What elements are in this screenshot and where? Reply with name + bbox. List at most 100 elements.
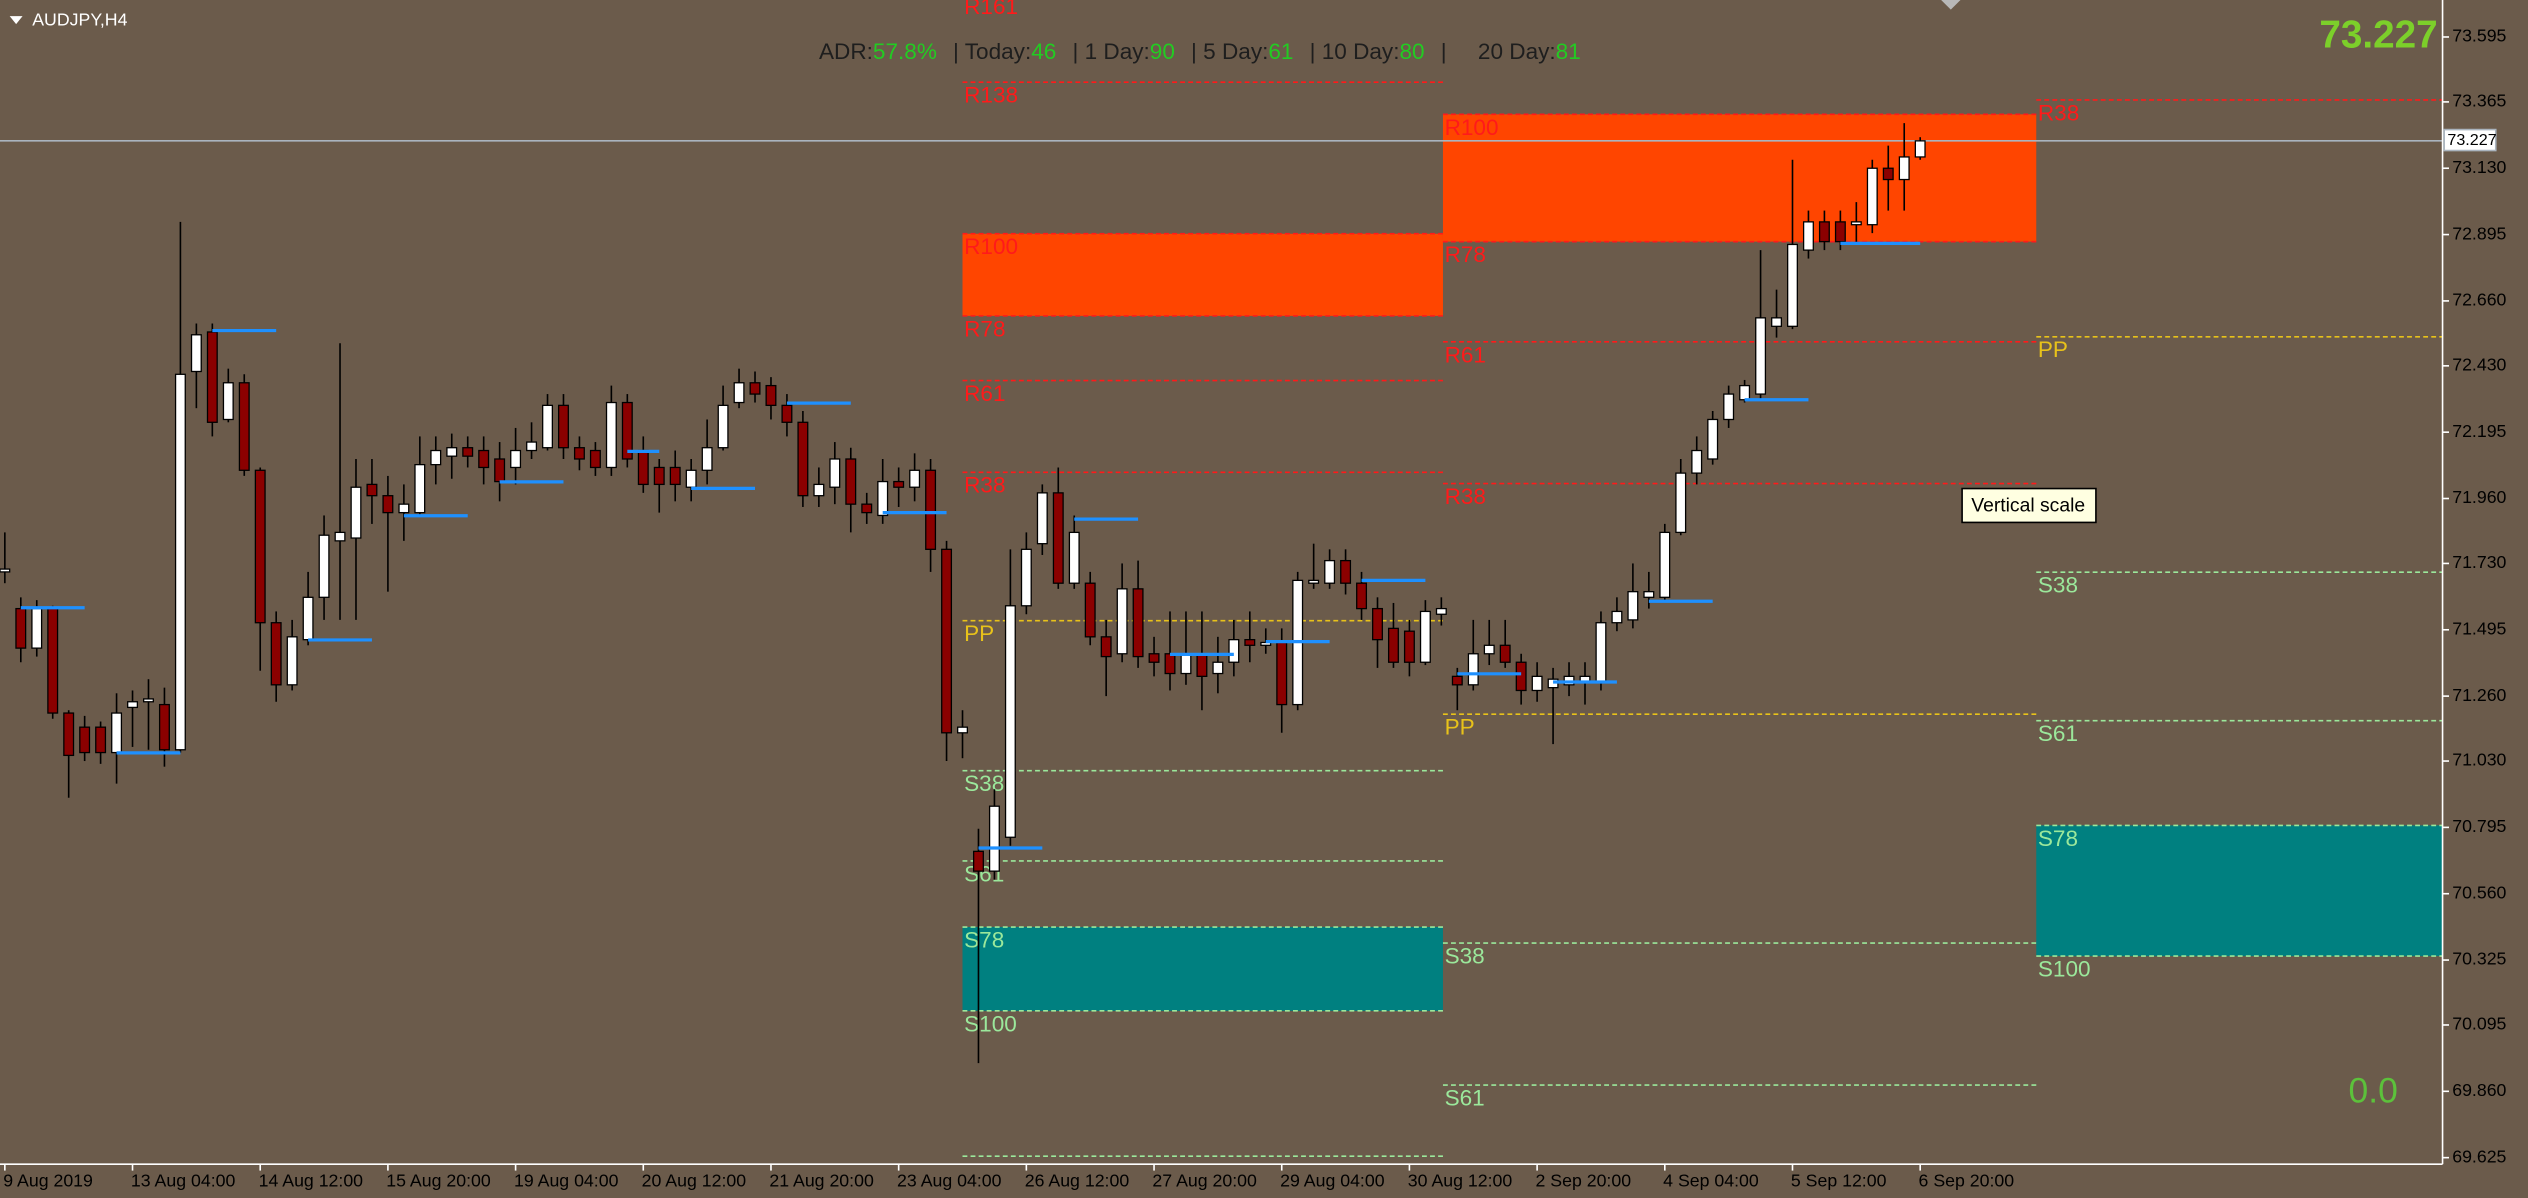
y-tick-label: 72.660 (2452, 290, 2506, 310)
menu-arrow[interactable] (9, 16, 23, 25)
bear-candle-body (206, 331, 218, 423)
x-tick-label: 4 Sep 04:00 (1663, 1171, 1759, 1191)
bull-candle-body (1324, 559, 1336, 584)
bull-candle-body (1180, 653, 1192, 675)
y-tick-label: 73.595 (2452, 26, 2506, 46)
bear-candle-body (637, 449, 649, 486)
header-label: | 5 Day: (1191, 39, 1268, 64)
bear-candle-body (1052, 492, 1064, 584)
bull-candle-body (350, 486, 362, 539)
bear-candle-body (781, 404, 793, 423)
bear-candle-body (270, 622, 282, 686)
bull-candle-body (1627, 591, 1639, 621)
bear-candle-body (15, 607, 27, 649)
bull-candle-body (1866, 167, 1878, 226)
y-tick-label: 71.260 (2452, 685, 2506, 705)
bull-candle-body (1531, 675, 1543, 692)
bull-candle-body (1675, 472, 1687, 534)
header-label: | 1 Day: (1072, 39, 1149, 64)
y-tick-label: 71.730 (2452, 552, 2506, 572)
bear-candle-body (972, 850, 984, 872)
bull-candle-body (1116, 588, 1128, 655)
bear-candle-body (557, 404, 569, 449)
pivot-level-label: S61 (1445, 1086, 1485, 1111)
x-tick-label: 20 Aug 12:00 (642, 1171, 747, 1191)
bull-candle-body (31, 607, 43, 649)
bull-candle-body (1483, 644, 1495, 655)
pivot-level-label: S78 (2038, 826, 2078, 851)
pivot-level-label: R38 (1445, 484, 1486, 509)
bear-candle-body (478, 449, 490, 469)
bear-candle-body (494, 458, 506, 483)
bear-candle-body (1882, 167, 1894, 181)
pivot-zone (962, 927, 1443, 1011)
bear-candle-body (925, 469, 937, 550)
bear-candle-body (1451, 675, 1463, 686)
bear-candle-body (861, 503, 873, 514)
x-tick-label: 6 Sep 20:00 (1919, 1171, 2015, 1191)
bull-candle-body (190, 334, 202, 373)
bear-candle-body (845, 458, 857, 505)
y-tick-label: 73.365 (2452, 91, 2506, 111)
tooltip: Vertical scale (1961, 487, 2097, 524)
pivot-level-label: R161 (964, 0, 1018, 19)
bull-candle-body (1611, 610, 1623, 624)
bear-candle-body (1387, 627, 1399, 663)
x-tick-label: 23 Aug 04:00 (897, 1171, 1002, 1191)
bull-candle-body (127, 701, 139, 709)
bear-candle-body (1834, 221, 1846, 243)
bull-candle-body (1787, 243, 1798, 327)
bear-candle-body (1244, 639, 1256, 646)
header-value: 90 (1150, 39, 1175, 64)
bear-candle-body (797, 421, 809, 497)
header-value: 61 (1268, 39, 1293, 64)
bull-candle-body (1212, 661, 1224, 675)
pivot-level-label: S38 (964, 771, 1004, 796)
header-value: 46 (1031, 39, 1056, 64)
tooltip-text: Vertical scale (1971, 494, 2085, 516)
bull-candle-body (334, 531, 346, 542)
bear-candle-body (621, 401, 633, 460)
pivot-zone (2036, 825, 2443, 957)
pivot-level-label: S38 (2038, 573, 2078, 598)
bear-candle-body (1164, 653, 1176, 675)
bull-candle-body (1707, 418, 1719, 460)
bear-candle-body (1132, 588, 1144, 658)
y-tick-label: 71.030 (2452, 750, 2506, 770)
bull-candle-body (1419, 610, 1431, 663)
bull-candle-body (1771, 317, 1783, 327)
bear-candle-body (366, 483, 378, 497)
y-tick-label: 71.495 (2452, 618, 2506, 638)
pivot-level-label: S61 (2038, 721, 2078, 746)
bear-candle-body (1100, 636, 1112, 658)
bear-candle-body (1084, 582, 1096, 638)
bull-candle-body (957, 726, 968, 734)
bull-candle-body (1914, 140, 1926, 158)
bull-candle-body (1898, 156, 1910, 181)
bull-candle-body (829, 458, 841, 488)
bear-candle-body (382, 495, 394, 514)
bear-candle-body (749, 382, 761, 395)
bear-candle-body (95, 726, 107, 754)
bull-candle-body (318, 534, 330, 598)
bear-candle-body (79, 726, 91, 754)
bull-candle-body (398, 503, 410, 514)
pivot-level-label: R100 (1445, 115, 1499, 140)
header-label: | 20 Day: (1441, 39, 1556, 64)
y-tick-label: 71.960 (2452, 487, 2506, 507)
bull-candle-body (1004, 605, 1016, 838)
y-tick-label: 69.860 (2452, 1080, 2506, 1100)
bear-candle-body (254, 469, 266, 624)
bear-candle-body (589, 449, 601, 469)
x-tick-label: 21 Aug 20:00 (769, 1171, 874, 1191)
bear-candle-body (1372, 607, 1383, 641)
bull-candle-body (1643, 591, 1655, 598)
bull-candle-body (1467, 653, 1479, 686)
bear-candle-body (573, 447, 585, 460)
bear-candle-body (1818, 221, 1830, 243)
bull-candle-body (510, 449, 522, 469)
bear-candle-body (158, 703, 170, 751)
x-tick-label: 26 Aug 12:00 (1025, 1171, 1130, 1191)
